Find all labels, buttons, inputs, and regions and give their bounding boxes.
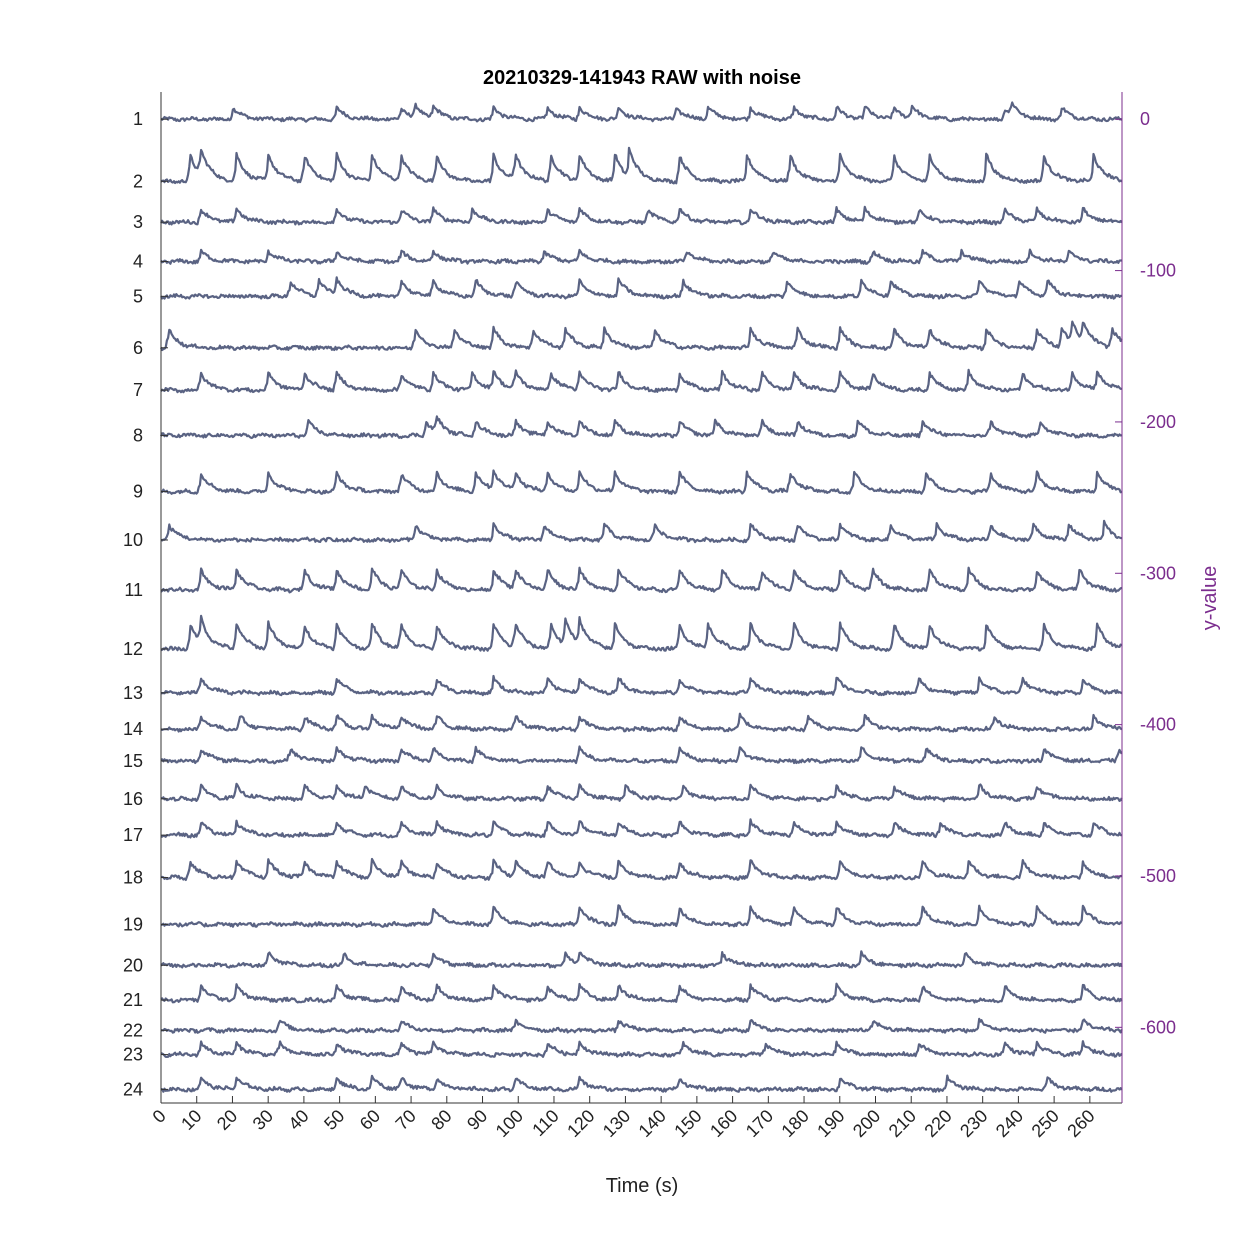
channel-label-10: 10 [123,530,143,550]
trace-8 [159,415,1122,440]
trace-23 [160,1040,1123,1059]
trace-19 [160,904,1123,928]
channel-label-7: 7 [133,380,143,400]
channel-label-5: 5 [133,286,143,306]
channel-label-11: 11 [124,580,143,600]
trace-10 [160,519,1122,544]
channel-label-14: 14 [123,719,143,739]
trace-6 [160,320,1123,352]
right-axis-label: y-value [1199,566,1221,630]
channel-label-8: 8 [133,426,143,446]
trace-4 [160,248,1122,265]
channel-label-24: 24 [123,1079,143,1099]
trace-5 [160,276,1122,300]
traces-group [159,101,1123,1093]
trace-1 [160,101,1123,123]
trace-3 [160,205,1123,226]
trace-24 [160,1074,1123,1093]
channel-label-19: 19 [123,914,143,934]
channel-label-12: 12 [123,639,143,659]
trace-15 [160,745,1123,765]
channel-label-21: 21 [123,990,143,1010]
trace-7 [160,368,1122,394]
channel-label-2: 2 [133,171,143,191]
channel-label-17: 17 [123,825,143,845]
channel-label-20: 20 [123,955,143,975]
channel-label-9: 9 [133,482,143,502]
trace-22 [160,1017,1123,1034]
channel-label-1: 1 [133,109,143,129]
right-axis-ticks: 0 -100 -200 -300 -400 -500 -600 [1115,109,1176,1037]
channel-label-4: 4 [133,252,143,272]
trace-11 [160,566,1123,594]
channel-label-13: 13 [123,683,143,703]
right-tick-label--300: -300 [1140,563,1176,583]
trace-17 [160,818,1122,839]
channel-label-6: 6 [133,338,143,358]
channel-label-16: 16 [123,789,143,809]
channel-label-22: 22 [123,1020,143,1040]
trace-16 [160,782,1123,803]
trace-20 [160,950,1123,969]
chart-title: 20210329-141943 RAW with noise [483,67,801,89]
trace-14 [160,712,1123,733]
right-tick-label-0: 0 [1140,109,1150,129]
right-tick-label--500: -500 [1140,866,1176,886]
x-axis-label: Time (s) [606,1175,679,1197]
right-tick-label--200: -200 [1140,412,1176,432]
trace-13 [160,674,1123,697]
trace-21 [160,982,1123,1004]
right-tick-label--600: -600 [1140,1017,1176,1037]
channel-label-15: 15 [123,751,143,771]
right-tick-label--100: -100 [1140,261,1176,281]
trace-12 [160,614,1123,653]
trace-2 [160,146,1123,185]
channel-label-23: 23 [123,1045,143,1065]
channel-label-18: 18 [123,867,143,887]
trace-9 [160,469,1123,495]
trace-18 [160,857,1122,882]
right-tick-label--400: -400 [1140,715,1176,735]
channel-label-3: 3 [133,212,143,232]
